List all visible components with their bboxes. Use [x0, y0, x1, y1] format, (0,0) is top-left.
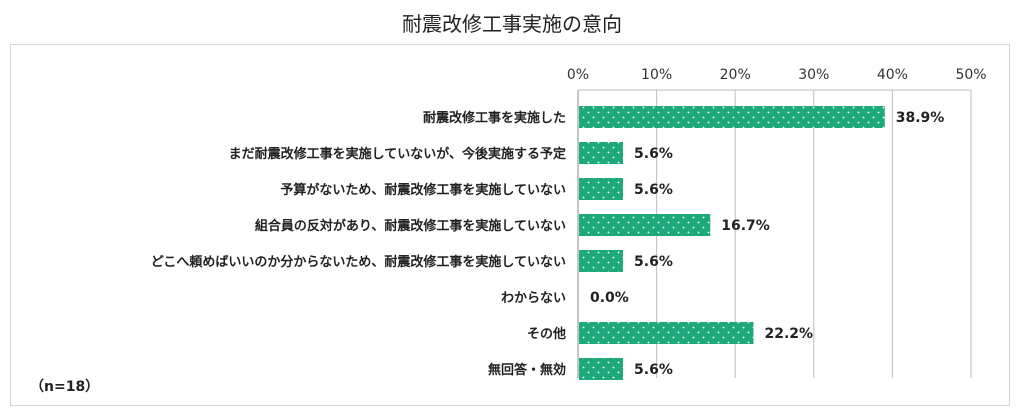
x-tick-label: 30%: [798, 67, 829, 83]
bar: [579, 214, 711, 236]
value-label: 0.0%: [590, 290, 629, 306]
bar: [579, 106, 885, 128]
category-label: その他: [527, 326, 566, 342]
chart-frame: 0% 10% 20% 30% 40% 50% 耐震改修工事を実施したまだ耐震改修工事を実施…: [10, 44, 1010, 406]
category-label: 予算がないため、耐震改修工事を実施していない: [280, 182, 566, 198]
bar: [579, 142, 624, 164]
category-label: まだ耐震改修工事を実施していないが、今後実施する予定: [229, 146, 566, 162]
value-label: 5.6%: [634, 362, 673, 378]
bars: [579, 106, 885, 380]
value-label: 5.6%: [634, 182, 673, 198]
tick-labels: 0% 10% 20% 30% 40% 50%: [567, 67, 987, 83]
bar: [579, 178, 624, 200]
category-label: 耐震改修工事を実施した: [423, 110, 566, 126]
sample-size-label: （n=18）: [30, 379, 100, 395]
chart-svg: 0% 10% 20% 30% 40% 50% 耐震改修工事を実施したまだ耐震改修工事を実施…: [151, 67, 987, 380]
grid-layer: [577, 89, 972, 378]
value-label: 38.9%: [896, 110, 945, 126]
x-tick-label: 50%: [955, 67, 986, 83]
value-labels: 38.9% 5.6% 5.6% 16.7% 5.6% 0.0% 22.2% 5.6%: [590, 110, 944, 378]
category-label: 組合員の反対があり、耐震改修工事を実施していない: [255, 218, 566, 234]
category-label: 無回答・無効: [488, 362, 566, 378]
bar: [579, 358, 624, 380]
bar: [579, 322, 754, 344]
category-label: どこへ頼めばいいのか分からないため、耐震改修工事を実施していない: [151, 254, 566, 270]
value-label: 22.2%: [764, 326, 813, 342]
x-tick-label: 20%: [720, 67, 751, 83]
x-tick-label: 40%: [877, 67, 908, 83]
value-label: 5.6%: [634, 254, 673, 270]
category-label: わからない: [501, 291, 566, 306]
page-title: 耐震改修工事実施の意向: [402, 12, 622, 36]
category-labels: 耐震改修工事を実施したまだ耐震改修工事を実施していないが、今後実施する予定予算が…: [151, 110, 566, 378]
x-tick-label: 0%: [567, 67, 589, 83]
value-label: 5.6%: [634, 146, 673, 162]
value-label: 16.7%: [721, 218, 770, 234]
x-tick-label: 10%: [641, 67, 672, 83]
bar: [579, 250, 624, 272]
